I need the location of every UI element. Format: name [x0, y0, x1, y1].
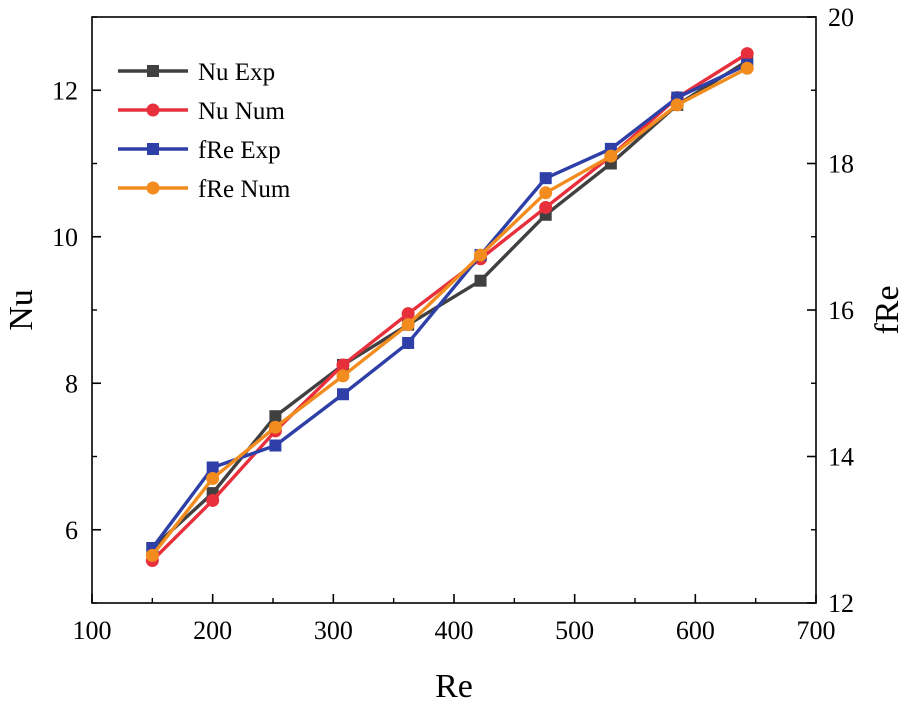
legend-marker: [146, 181, 160, 195]
y-right-tick-label: 14: [828, 443, 854, 472]
data-point: [402, 336, 415, 349]
series-fre-exp: [146, 58, 754, 555]
series-nu-num: [145, 47, 754, 568]
data-point: [401, 318, 415, 332]
axes: 100 200 300 400 500 600 700 6 8 10 12 12 14 16 18 20 Re N…: [3, 3, 905, 703]
data-point: [740, 61, 754, 75]
data-point: [336, 369, 350, 383]
data-point: [604, 149, 618, 163]
series-line: [151, 59, 749, 550]
series-line: [150, 66, 749, 557]
legend-marker: [146, 103, 160, 117]
y-left-tick-label: 8: [65, 369, 78, 398]
y-right-tick-label: 16: [828, 296, 854, 325]
y-left-tick-label: 10: [52, 223, 78, 252]
y-left-tick-label: 12: [52, 76, 78, 105]
legend-entry: Nu Exp: [118, 59, 275, 86]
data-point: [268, 420, 282, 434]
plot-series: [145, 47, 754, 568]
x-tick-label: 200: [193, 616, 232, 645]
x-tick-label: 700: [797, 616, 836, 645]
y-right-tick-label: 20: [828, 3, 854, 32]
legend-entry: fRe Num: [118, 176, 291, 203]
x-tick-label: 500: [555, 616, 594, 645]
data-point: [539, 186, 553, 200]
data-point: [474, 248, 488, 262]
series-nu-exp: [146, 54, 754, 555]
x-tick-label: 400: [435, 616, 474, 645]
data-point: [206, 493, 220, 507]
data-point: [336, 388, 349, 401]
y-right-tick-label: 18: [828, 150, 854, 179]
legend-label: fRe Exp: [198, 137, 281, 164]
y-right-axis-title: fRe: [869, 285, 905, 334]
x-tick-label: 100: [73, 616, 112, 645]
data-point: [670, 98, 684, 112]
x-tick-label: 300: [314, 616, 353, 645]
legend-label: Nu Exp: [198, 59, 275, 86]
legend-marker: [147, 143, 159, 155]
data-point: [539, 200, 553, 214]
data-point: [206, 471, 220, 485]
data-point: [336, 358, 350, 372]
data-point: [269, 410, 282, 423]
legend-entry: Nu Num: [118, 98, 285, 125]
legend-label: fRe Num: [198, 176, 291, 203]
data-point: [474, 274, 487, 287]
data-point: [269, 439, 282, 452]
data-point: [740, 47, 754, 61]
data-point: [145, 548, 159, 562]
data-point: [206, 461, 219, 474]
legend-entry: fRe Exp: [118, 137, 281, 164]
data-point: [401, 307, 415, 321]
series-fre-num: [145, 61, 754, 562]
y-left-tick-label: 6: [65, 516, 78, 545]
y-left-axis-title: Nu: [3, 289, 40, 331]
data-point: [539, 172, 552, 185]
legend-label: Nu Num: [198, 98, 285, 125]
series-line: [151, 52, 749, 562]
y-right-tick-label: 12: [828, 589, 854, 618]
x-tick-label: 600: [676, 616, 715, 645]
x-axis-title: Re: [435, 668, 473, 703]
legend: Nu Exp Nu Num fRe Exp fRe Num: [118, 59, 291, 203]
legend-marker: [147, 65, 159, 77]
series-line: [150, 63, 748, 550]
